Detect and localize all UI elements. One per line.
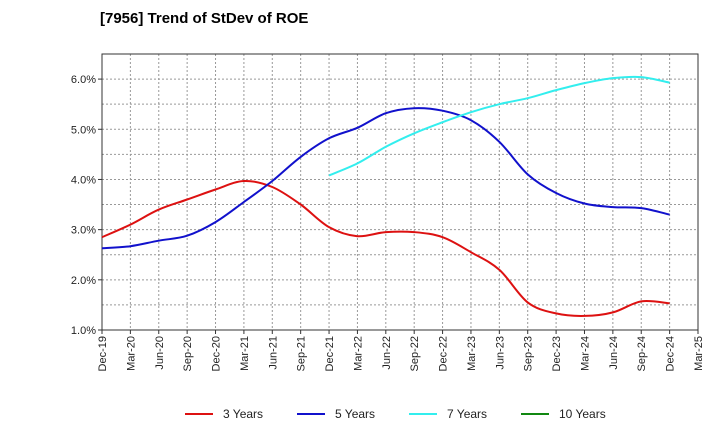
x-tick-label: Mar-21 — [239, 336, 251, 371]
x-tick-label: Sep-22 — [409, 336, 421, 371]
x-tick-label: Jun-24 — [608, 336, 620, 370]
legend: 3 Years 5 Years 7 Years 10 Years — [185, 407, 606, 421]
x-tick-label: Mar-22 — [352, 336, 364, 371]
plot-frame — [101, 53, 699, 331]
y-tick-label: 6.0% — [71, 74, 96, 86]
x-tick-label: Dec-21 — [324, 336, 336, 371]
x-tick-label: Dec-23 — [551, 336, 563, 371]
x-tick-label: Mar-25 — [693, 336, 705, 371]
series-line-3-years — [101, 179, 670, 317]
y-tick-label: 4.0% — [71, 174, 96, 186]
legend-label-5-years: 5 Years — [335, 407, 375, 421]
x-tick-label: Jun-21 — [267, 336, 279, 370]
axis-layer: 1.0% 2.0% 3.0% 4.0% 5.0% 6.0% Dec-19 Mar-20 Jun-… — [71, 53, 705, 371]
legend-label-7-years: 7 Years — [447, 407, 487, 421]
series-line-7-years — [328, 75, 670, 177]
x-tick-label: Sep-20 — [182, 336, 194, 371]
x-tick-label: Mar-24 — [579, 336, 591, 371]
x-tick-label: Mar-20 — [125, 336, 137, 371]
series-layer — [101, 75, 670, 317]
x-tick-label: Mar-23 — [466, 336, 478, 371]
x-tick-label: Sep-24 — [636, 336, 648, 371]
x-tick-label: Dec-24 — [665, 336, 677, 371]
x-tick-label: Jun-23 — [494, 336, 506, 370]
grid-layer — [101, 53, 699, 331]
legend-label-10-years: 10 Years — [559, 407, 606, 421]
y-tick-label: 2.0% — [71, 275, 96, 287]
legend-label-3-years: 3 Years — [223, 407, 263, 421]
x-tick-label: Sep-23 — [523, 336, 535, 371]
x-tick-label: Jun-22 — [381, 336, 393, 370]
x-tick-label: Dec-20 — [211, 336, 223, 371]
x-tick-label: Dec-22 — [438, 336, 450, 371]
chart-title: [7956] Trend of StDev of ROE — [100, 10, 309, 27]
series-line-5-years — [101, 107, 670, 250]
y-tick-label: 5.0% — [71, 124, 96, 136]
x-tick-label: Dec-19 — [97, 336, 109, 371]
x-tick-label: Jun-20 — [154, 336, 166, 370]
plot-area — [102, 54, 698, 330]
x-tick-label: Sep-21 — [296, 336, 308, 371]
y-tick-label: 1.0% — [71, 325, 96, 337]
y-tick-label: 3.0% — [71, 225, 96, 237]
